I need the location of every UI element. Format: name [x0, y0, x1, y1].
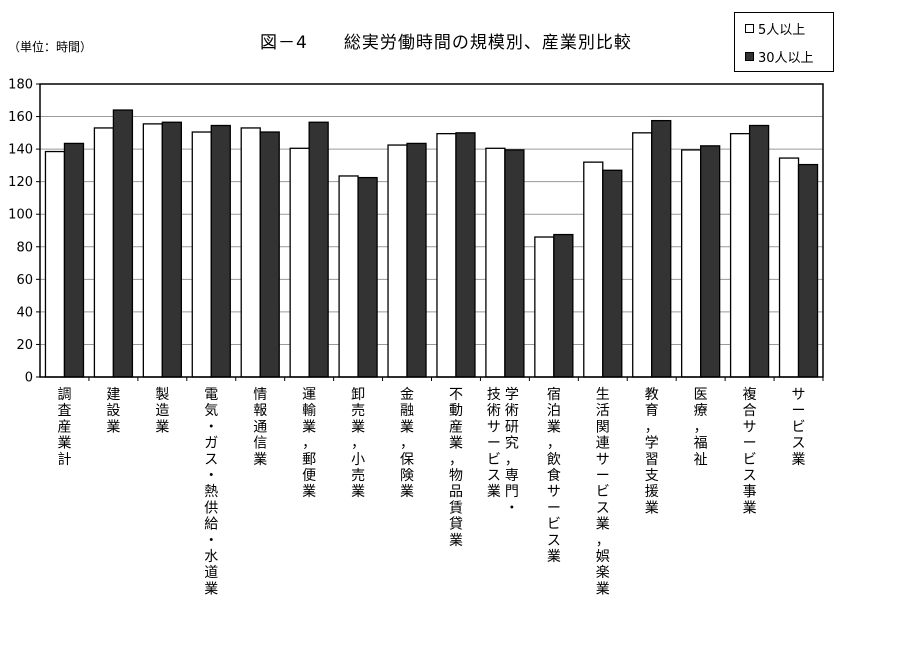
x-category-label: 卸売業，小売業 — [351, 387, 365, 500]
legend-label-30plus: 30人以上 — [758, 51, 814, 66]
bar-30plus-2 — [161, 121, 182, 378]
x-category-label: 複合サービス事業 — [743, 386, 757, 516]
bar-30plus-10 — [553, 233, 574, 378]
bar-30plus-4 — [259, 131, 280, 378]
bar-5plus-7 — [387, 144, 408, 378]
bar-5plus-10 — [534, 236, 555, 378]
y-tick-label: 60 — [16, 273, 33, 288]
y-tick-label: 40 — [16, 305, 33, 320]
bar-5plus-0 — [44, 150, 66, 378]
bar-5plus-8 — [436, 132, 457, 378]
legend-label-5plus: 5人以上 — [758, 23, 806, 38]
legend-swatch-5plus — [745, 24, 754, 33]
y-tick-label: 180 — [8, 78, 33, 93]
bar-30plus-15 — [797, 163, 819, 378]
y-tick-label: 160 — [8, 110, 33, 125]
bar-30plus-14 — [748, 124, 770, 378]
x-category-label: 生活関連サービス業，娯楽業 — [596, 387, 610, 597]
legend: 5人以上 30人以上 — [734, 12, 834, 72]
x-category-label: 技術サービス業 — [487, 387, 501, 500]
bar-30plus-7 — [406, 142, 427, 378]
y-tick-label: 80 — [16, 240, 33, 255]
y-tick-label: 100 — [8, 208, 33, 223]
bar-30plus-0 — [63, 142, 85, 378]
x-category-labels: 調査産業計 建設業 製造業 電気・ガス・熱供給・水道業 情報通信業 運輸業，郵便業 卸売業，… — [57, 386, 805, 597]
x-category-label: 金融業，保険業 — [400, 387, 414, 500]
bar-5plus-9 — [485, 147, 506, 378]
x-category-label: 建設業 — [106, 387, 120, 435]
bar-5plus-14 — [729, 132, 751, 378]
chart-title: 図－4 総実労働時間の規模別、産業別比較 — [260, 33, 632, 53]
bar-5plus-3 — [191, 131, 212, 378]
bar-5plus-6 — [338, 175, 359, 378]
bar-30plus-6 — [357, 176, 378, 378]
x-category-label: サービス業 — [792, 387, 806, 468]
bar-30plus-1 — [112, 109, 134, 378]
bar-5plus-5 — [289, 147, 310, 378]
x-category-label: 医療，福祉 — [694, 387, 708, 468]
bar-30plus-8 — [455, 132, 476, 378]
unit-note: （単位：時間） — [8, 40, 93, 54]
bars — [44, 109, 819, 378]
bar-5plus-4 — [240, 127, 261, 378]
x-category-label: 学術研究，専門・ — [505, 387, 519, 516]
axes — [36, 83, 824, 381]
bar-30plus-12 — [651, 119, 672, 378]
legend-item-5plus: 5人以上 — [745, 19, 805, 38]
y-tick-label: 140 — [8, 143, 33, 158]
bar-30plus-5 — [308, 121, 329, 378]
bar-5plus-11 — [583, 161, 604, 378]
x-category-label: 教育，学習支援業 — [645, 387, 659, 516]
x-category-label: 宿泊業，飲食サービス業 — [547, 386, 561, 565]
x-category-label: 調査産業計 — [57, 387, 71, 468]
bar-30plus-9 — [504, 149, 525, 378]
bar-30plus-13 — [700, 145, 721, 378]
y-tick-label: 0 — [25, 371, 33, 386]
x-category-label: 運輸業，郵便業 — [302, 387, 316, 500]
bar-5plus-15 — [778, 157, 800, 378]
legend-item-30plus: 30人以上 — [745, 47, 814, 66]
y-tick-label: 120 — [8, 175, 33, 190]
bar-5plus-1 — [93, 127, 115, 378]
bar-5plus-2 — [142, 123, 163, 378]
x-category-label: 不動産業，物品賃貸業 — [449, 387, 463, 549]
y-tick-labels: 0 20 40 60 80 100 120 140 160 180 — [8, 78, 33, 386]
bar-5plus-13 — [681, 149, 702, 378]
y-tick-label: 20 — [16, 338, 33, 353]
bar-30plus-3 — [210, 124, 231, 378]
x-category-label: 情報通信業 — [253, 387, 267, 468]
bar-30plus-11 — [602, 169, 623, 378]
bar-5plus-12 — [632, 132, 653, 378]
x-category-label: 電気・ガス・熱供給・水道業 — [204, 387, 218, 597]
x-category-label: 製造業 — [155, 387, 169, 435]
legend-swatch-30plus — [745, 52, 754, 61]
